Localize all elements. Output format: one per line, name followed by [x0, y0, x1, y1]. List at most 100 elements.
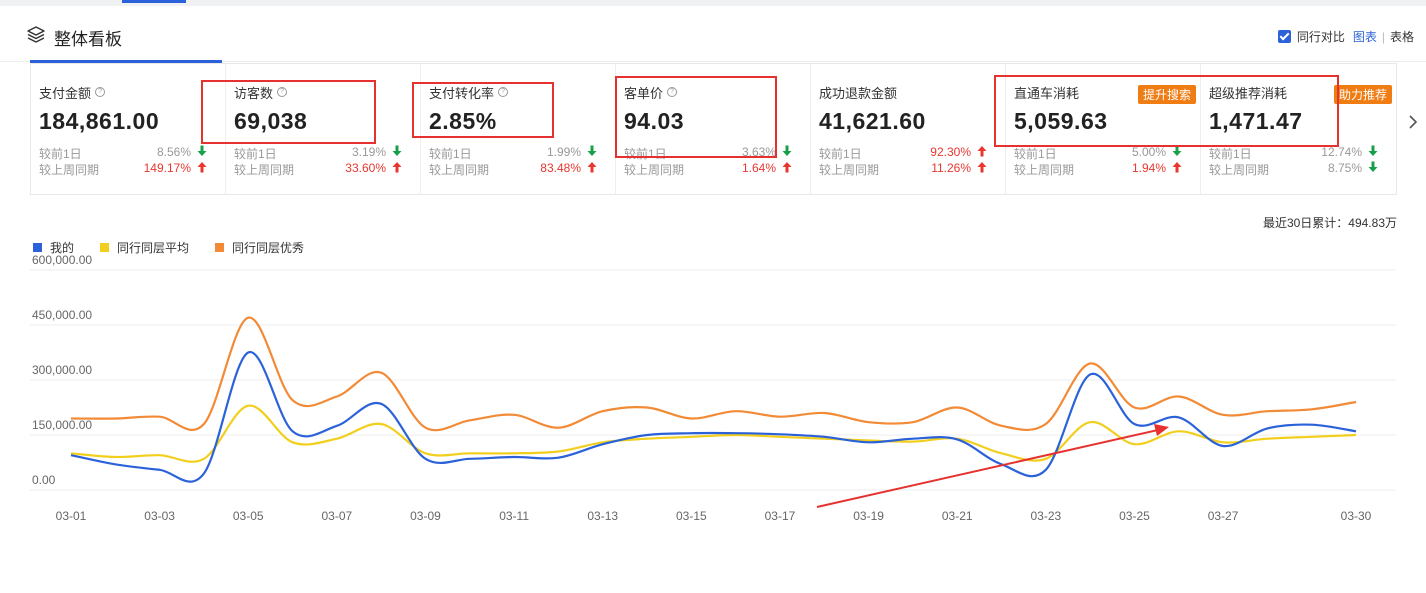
arrow-down-icon: [1368, 161, 1378, 172]
series-line-top: [70, 316, 1357, 432]
week-compare-pct: 8.75%: [1327, 161, 1362, 175]
arrow-up-icon: [977, 146, 987, 157]
day-compare-pct: 3.63%: [741, 145, 776, 159]
x-tick-label: 03-21: [942, 509, 973, 523]
metric-label: 访客数?: [234, 84, 420, 101]
annotation-arrow-line: [816, 429, 1159, 508]
x-tick-label: 03-23: [1030, 509, 1061, 523]
day-compare-row: 较前1日 12.74%: [1209, 145, 1386, 161]
metric-value: 5,059.63: [1014, 108, 1108, 134]
metric-label-text: 超级推荐消耗: [1209, 85, 1288, 101]
x-tick-label: 03-07: [322, 509, 353, 523]
legend-label-avg: 同行同层平均: [117, 241, 190, 255]
week-compare-label: 较上周同期: [624, 163, 685, 177]
trend-line-chart[interactable]: 0.00 150,000.00 300,000.00 450,000.00 600,00…: [0, 255, 1426, 535]
highlight-box-ad-spend: [994, 75, 1339, 147]
metric-card[interactable]: 访客数? 69,038 较前1日 3.19% 较上周同期 33.60%: [226, 64, 421, 194]
y-tick-label: 450,000.00: [32, 308, 92, 322]
chevron-right-icon[interactable]: [1406, 112, 1420, 132]
day-compare-pct: 12.74%: [1321, 145, 1362, 159]
day-compare-label: 较前1日: [234, 147, 277, 161]
day-compare-label: 较前1日: [39, 147, 82, 161]
y-tick-label: 600,000.00: [32, 255, 92, 267]
week-compare-row: 较上周同期 1.94%: [1014, 161, 1190, 177]
arrow-up-icon: [782, 162, 792, 173]
promo-badge[interactable]: 提升搜索: [1137, 85, 1196, 104]
week-compare-pct: 33.60%: [345, 161, 386, 175]
x-tick-label: 03-19: [853, 509, 884, 523]
arrow-down-icon: [587, 145, 597, 156]
view-chart-toggle[interactable]: 图表: [1352, 30, 1377, 44]
metric-label-text: 成功退款金额: [819, 85, 898, 101]
metric-label-text: 直通车消耗: [1014, 85, 1080, 101]
week-compare-row: 较上周同期 149.17%: [39, 161, 215, 177]
metric-cards: 支付金额? 184,861.00 较前1日 8.56% 较上周同期 149.17% 访客数?…: [30, 63, 1397, 195]
highlight-box-visitors: [201, 80, 376, 144]
metric-card[interactable]: 支付金额? 184,861.00 较前1日 8.56% 较上周同期 149.17%: [31, 64, 226, 194]
series-line-avg: [70, 404, 1357, 463]
x-tick-label: 03-13: [587, 509, 618, 523]
highlight-box-conversion: [412, 82, 554, 138]
day-compare-row: 较前1日 3.19%: [234, 145, 410, 161]
promo-badge[interactable]: 助力推荐: [1333, 85, 1392, 104]
day-compare-row: 较前1日 1.99%: [429, 145, 605, 161]
help-icon[interactable]: ?: [277, 87, 288, 97]
week-compare-label: 较上周同期: [819, 163, 880, 177]
metric-value: 41,621.60: [819, 108, 926, 134]
help-icon[interactable]: ?: [498, 87, 509, 97]
arrow-down-icon: [1368, 145, 1378, 156]
metric-card[interactable]: 直通车消耗 提升搜索 5,059.63 较前1日 5.00% 较上周同期 1.94%: [1006, 64, 1201, 194]
help-icon[interactable]: ?: [667, 87, 678, 97]
day-compare-row: 较前1日 8.56%: [39, 145, 215, 161]
week-compare-label: 较上周同期: [39, 163, 100, 177]
y-tick-label: 150,000.00: [32, 418, 92, 432]
arrow-up-icon: [392, 162, 402, 173]
x-tick-label: 03-01: [56, 509, 87, 523]
x-tick-label: 03-30: [1341, 509, 1372, 523]
arrow-up-icon: [587, 162, 597, 173]
day-compare-row: 较前1日 92.30%: [819, 145, 995, 161]
metric-card[interactable]: 超级推荐消耗 助力推荐 1,471.47 较前1日 12.74% 较上周同期 8.75%: [1201, 64, 1396, 194]
legend-item-mine[interactable]: 我的: [33, 239, 74, 256]
metric-card[interactable]: 支付转化率? 2.85% 较前1日 1.99% 较上周同期 83.48%: [421, 64, 616, 194]
metric-label: 客单价?: [624, 84, 810, 101]
day-compare-row: 较前1日 5.00%: [1014, 145, 1190, 161]
view-table-toggle[interactable]: 表格: [1389, 30, 1414, 44]
legend-swatch-top: [215, 243, 225, 252]
x-tick-label: 03-03: [144, 509, 175, 523]
help-icon[interactable]: ?: [95, 87, 106, 97]
day-compare-pct: 5.00%: [1131, 145, 1166, 159]
metric-value: 69,038: [234, 108, 308, 134]
metric-label: 支付转化率?: [429, 84, 615, 101]
week-compare-row: 较上周同期 8.75%: [1209, 161, 1386, 177]
day-compare-pct: 92.30%: [930, 145, 971, 159]
metric-label: 超级推荐消耗: [1209, 84, 1396, 101]
chart-legend: 我的 同行同层平均 同行同层优秀: [33, 239, 330, 256]
week-compare-row: 较上周同期 1.64%: [624, 161, 800, 177]
dashboard-header: 整体看板 同行对比 图表 | 表格: [0, 6, 1426, 63]
day-compare-label: 较前1日: [819, 147, 862, 161]
legend-swatch-avg: [100, 243, 110, 252]
legend-label-top: 同行同层优秀: [232, 241, 305, 255]
highlight-box-unit-price: [615, 76, 777, 158]
x-tick-label: 03-09: [410, 509, 441, 523]
peer-compare-label[interactable]: 同行对比: [1296, 30, 1345, 44]
metric-card[interactable]: 成功退款金额 41,621.60 较前1日 92.30% 较上周同期 11.26%: [811, 64, 1006, 194]
week-compare-row: 较上周同期 83.48%: [429, 161, 605, 177]
metric-label: 直通车消耗: [1014, 84, 1200, 101]
legend-swatch-mine: [33, 243, 42, 252]
active-tab-indicator[interactable]: [122, 0, 186, 3]
legend-item-top[interactable]: 同行同层优秀: [215, 239, 304, 256]
peer-compare-checkbox[interactable]: [1277, 30, 1291, 43]
x-tick-label: 03-11: [499, 509, 529, 523]
y-tick-label: 0.00: [32, 473, 56, 487]
metric-value: 2.85%: [429, 108, 497, 134]
arrow-down-icon: [1172, 145, 1182, 156]
layers-icon: [27, 26, 45, 43]
week-compare-label: 较上周同期: [1014, 163, 1075, 177]
arrow-up-icon: [977, 162, 987, 173]
view-separator: |: [1381, 29, 1385, 44]
x-tick-label: 03-27: [1208, 509, 1239, 523]
legend-item-avg[interactable]: 同行同层平均: [100, 239, 189, 256]
x-tick-label: 03-25: [1119, 509, 1150, 523]
